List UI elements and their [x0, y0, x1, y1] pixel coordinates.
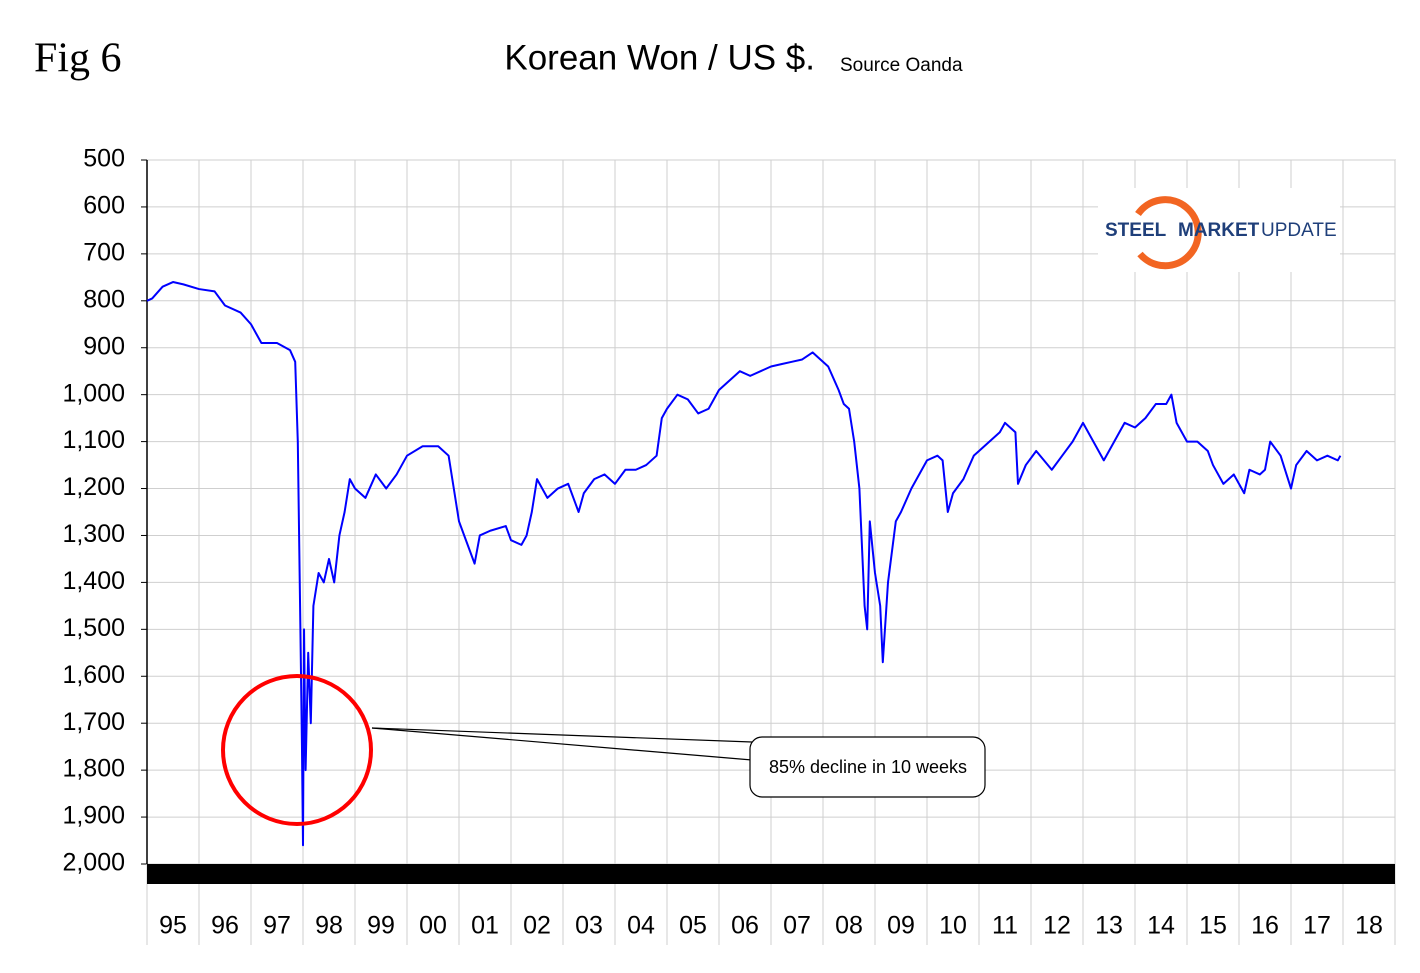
x-tick-label: 99 [367, 912, 395, 940]
x-tick-label: 07 [783, 912, 811, 940]
x-tick-label: 04 [627, 912, 655, 940]
logo-text: STEEL [1105, 220, 1167, 241]
x-tick-label: 02 [523, 912, 551, 940]
y-tick-label: 900 [83, 332, 125, 360]
x-tick-label: 14 [1147, 912, 1175, 940]
x-tick-label: 09 [887, 912, 915, 940]
chart-title: Korean Won / US $. [504, 38, 815, 77]
x-axis-band [147, 864, 1395, 884]
x-tick-label: 10 [939, 912, 967, 940]
figure-label: Fig 6 [34, 36, 122, 82]
x-tick-label: 17 [1303, 912, 1331, 940]
y-tick-label: 1,600 [62, 661, 125, 689]
callout-line [371, 727, 753, 761]
y-tick-label: 1,400 [62, 567, 125, 595]
logo: STEEL MARKET UPDATE [1098, 188, 1340, 272]
y-tick-label: 800 [83, 285, 125, 313]
y-tick-label: 1,900 [62, 802, 125, 830]
x-tick-label: 12 [1043, 912, 1071, 940]
x-tick-label: 96 [211, 912, 239, 940]
y-tick-label: 1,500 [62, 614, 125, 642]
callout-box [749, 736, 986, 798]
x-tick-label: 15 [1199, 912, 1227, 940]
callout [221, 674, 986, 826]
annotation: 85% decline in 10 weeks [768, 757, 968, 777]
logo-text: UPDATE [1261, 220, 1337, 241]
y-tick-label: 500 [83, 145, 125, 173]
y-tick-label: 700 [83, 238, 125, 266]
y-tick-label: 600 [83, 192, 125, 220]
x-tick-label: 03 [575, 912, 603, 940]
y-tick-label: 1,000 [62, 379, 125, 407]
callout-line [371, 727, 753, 743]
x-tick-label: 13 [1095, 912, 1123, 940]
chart-subtitle: Source Oanda [840, 55, 963, 76]
y-tick-label: 1,300 [62, 520, 125, 548]
x-tick-label: 98 [315, 912, 343, 940]
x-tick-label: 06 [731, 912, 759, 940]
data-line [146, 281, 1342, 847]
logo-swoosh [1135, 196, 1202, 270]
logo-text: MARKET [1178, 220, 1260, 241]
y-tick-label: 1,800 [62, 755, 125, 783]
x-tick-label: 16 [1251, 912, 1279, 940]
x-tick-label: 00 [419, 912, 447, 940]
x-tick-label: 05 [679, 912, 707, 940]
x-tick-label: 18 [1355, 912, 1383, 940]
y-tick-label: 1,200 [62, 473, 125, 501]
x-tick-label: 08 [835, 912, 863, 940]
logo-bg [1098, 188, 1340, 272]
x-tick-label: 95 [159, 912, 187, 940]
y-tick-label: 1,700 [62, 708, 125, 736]
highlight-circle [221, 674, 373, 826]
x-tick-label: 01 [471, 912, 499, 940]
x-tick-label: 97 [263, 912, 291, 940]
x-tick-label: 11 [992, 912, 1018, 940]
y-tick-label: 1,100 [62, 426, 125, 454]
y-tick-label: 2,000 [62, 849, 125, 877]
